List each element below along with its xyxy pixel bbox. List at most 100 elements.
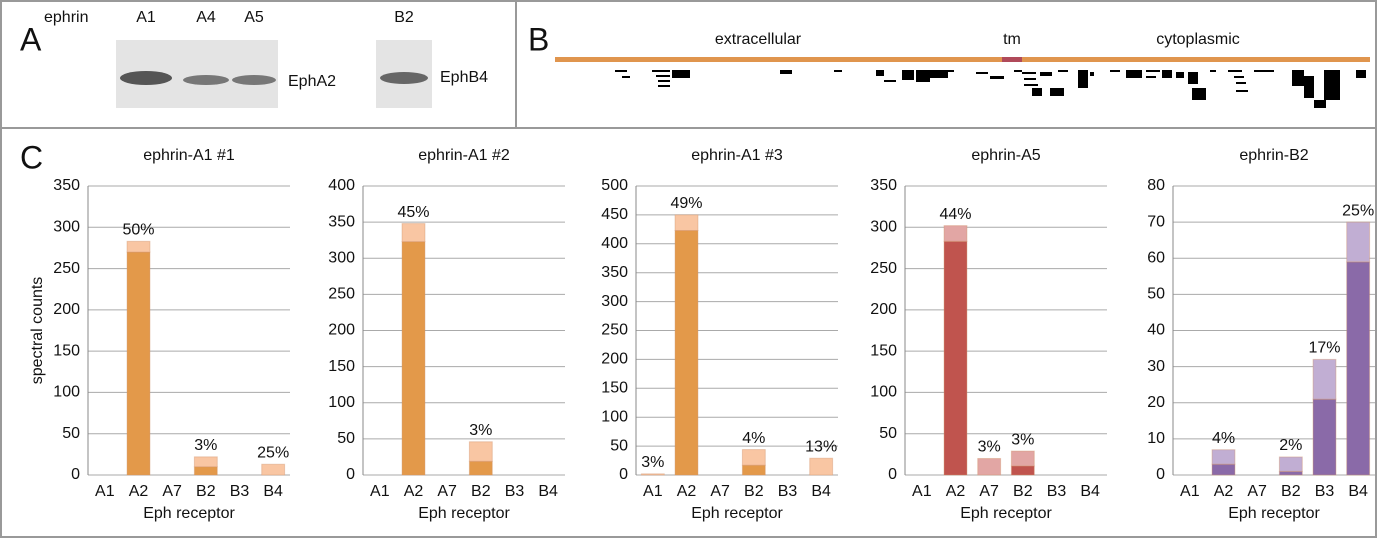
x-tick-label: B4 bbox=[263, 483, 283, 500]
peptide bbox=[1162, 70, 1172, 78]
bar-segment bbox=[194, 467, 217, 475]
peptide bbox=[930, 70, 948, 78]
peptide bbox=[1210, 70, 1216, 72]
peptide bbox=[1126, 70, 1142, 78]
peptide bbox=[1024, 84, 1038, 86]
peptide bbox=[1146, 76, 1156, 78]
peptide bbox=[1146, 70, 1160, 72]
bar-segment bbox=[944, 226, 967, 242]
y-tick-label: 150 bbox=[870, 342, 897, 359]
bar-segment bbox=[1347, 262, 1370, 475]
x-tick-label: B2 bbox=[1013, 483, 1033, 500]
bar-annotation: 2% bbox=[1279, 437, 1302, 454]
bar-segment bbox=[944, 241, 967, 475]
x-tick-label: B2 bbox=[471, 483, 491, 500]
bar-segment bbox=[469, 442, 492, 462]
y-tick-label: 200 bbox=[53, 301, 80, 318]
bar-segment bbox=[194, 457, 217, 467]
x-tick-label: B3 bbox=[230, 483, 250, 500]
x-tick-label: A2 bbox=[404, 483, 424, 500]
y-tick-label: 350 bbox=[601, 264, 628, 281]
bar-segment bbox=[742, 450, 765, 466]
bar-annotation: 13% bbox=[805, 438, 837, 455]
peptide bbox=[1022, 72, 1036, 74]
x-tick-label: A1 bbox=[643, 483, 663, 500]
peptide bbox=[622, 76, 630, 78]
bar-segment bbox=[978, 458, 1001, 475]
y-tick-label: 400 bbox=[328, 177, 355, 194]
y-tick-label: 50 bbox=[62, 425, 80, 442]
bar-segment bbox=[742, 465, 765, 475]
y-tick-label: 100 bbox=[601, 408, 628, 425]
bar-annotation: 17% bbox=[1308, 340, 1340, 357]
band bbox=[183, 75, 229, 85]
panel-letter: A bbox=[20, 21, 42, 57]
bar-annotation: 3% bbox=[1011, 431, 1034, 448]
bar-segment bbox=[675, 215, 698, 231]
y-axis-label: spectral counts bbox=[29, 277, 46, 385]
x-tick-label: A1 bbox=[370, 483, 390, 500]
peptide bbox=[1090, 72, 1094, 76]
region-label: cytoplasmic bbox=[1156, 31, 1240, 48]
y-tick-label: 0 bbox=[1156, 466, 1165, 483]
y-tick-label: 350 bbox=[870, 177, 897, 194]
y-tick-label: 50 bbox=[879, 425, 897, 442]
peptide bbox=[976, 72, 988, 74]
peptide bbox=[780, 70, 792, 74]
bar-segment bbox=[1212, 450, 1235, 464]
bar-segment bbox=[1313, 399, 1336, 475]
bar-segment bbox=[675, 231, 698, 475]
y-tick-label: 250 bbox=[53, 260, 80, 277]
band bbox=[120, 71, 172, 85]
peptide bbox=[1324, 70, 1340, 100]
chart-title: ephrin-B2 bbox=[1239, 147, 1308, 164]
chart-title: ephrin-A1 #1 bbox=[143, 147, 235, 164]
y-tick-label: 0 bbox=[71, 466, 80, 483]
bar-annotation: 49% bbox=[670, 195, 702, 212]
bar-annotation: 25% bbox=[257, 444, 289, 461]
panel-letter: C bbox=[20, 139, 43, 175]
bar-segment bbox=[402, 242, 425, 475]
peptide bbox=[1356, 70, 1366, 78]
bar-segment bbox=[1347, 222, 1370, 262]
protein-bar bbox=[555, 57, 1370, 62]
y-tick-label: 300 bbox=[53, 219, 80, 236]
peptide bbox=[658, 80, 670, 82]
bar-segment bbox=[1279, 471, 1302, 475]
x-axis-label: Eph receptor bbox=[143, 505, 235, 522]
bar-annotation: 4% bbox=[742, 430, 765, 447]
x-tick-label: B2 bbox=[744, 483, 764, 500]
bar-segment bbox=[127, 241, 150, 252]
bar-annotation: 3% bbox=[641, 454, 664, 471]
bar-segment bbox=[1279, 457, 1302, 471]
y-tick-label: 50 bbox=[1147, 286, 1165, 303]
region-label: tm bbox=[1003, 31, 1021, 48]
bar-segment bbox=[262, 464, 285, 475]
bar-segment bbox=[1313, 359, 1336, 399]
x-tick-label: A2 bbox=[677, 483, 697, 500]
y-tick-label: 70 bbox=[1147, 213, 1165, 230]
y-tick-label: 300 bbox=[870, 219, 897, 236]
x-axis-label: Eph receptor bbox=[1228, 505, 1320, 522]
peptide bbox=[1014, 70, 1022, 72]
y-tick-label: 50 bbox=[337, 430, 355, 447]
peptide bbox=[1110, 70, 1120, 72]
y-tick-label: 150 bbox=[53, 342, 80, 359]
peptide bbox=[1228, 70, 1242, 72]
bar-annotation: 50% bbox=[122, 222, 154, 239]
y-tick-label: 60 bbox=[1147, 249, 1165, 266]
band bbox=[380, 72, 428, 84]
peptide bbox=[1192, 88, 1206, 100]
band bbox=[232, 75, 276, 85]
y-tick-label: 80 bbox=[1147, 177, 1165, 194]
lane-label: A5 bbox=[244, 9, 264, 26]
y-tick-label: 250 bbox=[328, 286, 355, 303]
x-tick-label: A7 bbox=[710, 483, 730, 500]
chart-title: ephrin-A1 #2 bbox=[418, 147, 510, 164]
y-tick-label: 30 bbox=[1147, 358, 1165, 375]
x-tick-label: B4 bbox=[1348, 483, 1368, 500]
y-tick-label: 200 bbox=[601, 351, 628, 368]
x-tick-label: A7 bbox=[979, 483, 999, 500]
y-tick-label: 500 bbox=[601, 177, 628, 194]
peptide bbox=[948, 70, 954, 72]
